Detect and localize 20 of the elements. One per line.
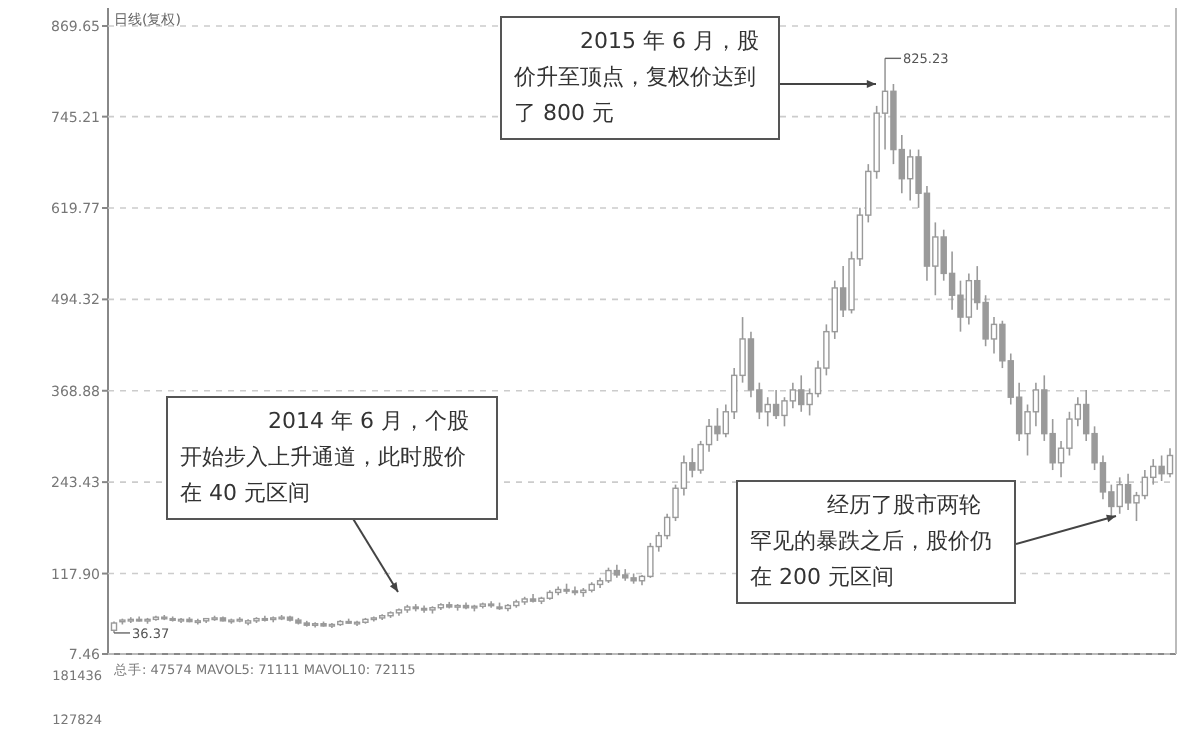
candlestick	[1066, 410, 1073, 457]
candlestick	[1158, 454, 1165, 482]
candlestick	[1141, 469, 1149, 500]
candlestick	[798, 374, 805, 413]
candlestick	[1124, 472, 1132, 511]
annotation: 经历了股市两轮罕见的暴跌之后，股价仍在 200 元区间	[736, 480, 1016, 604]
annotation: 2014 年 6 月，个股开始步入上升通道，此时股价在 40 元区间	[166, 396, 498, 520]
candlestick	[1032, 381, 1040, 428]
candlestick	[957, 279, 964, 333]
candlestick	[965, 272, 973, 326]
candlestick	[772, 389, 780, 420]
candlestick	[1166, 447, 1174, 479]
candlestick	[789, 381, 797, 409]
candlestick	[781, 396, 788, 428]
candlestick	[1116, 476, 1123, 515]
candlestick	[647, 542, 654, 579]
candlestick	[906, 148, 914, 202]
annotation: 2015 年 6 月，股价升至顶点，复权价达到了 800 元	[500, 16, 780, 140]
candlestick	[764, 396, 771, 428]
candlestick	[714, 407, 721, 442]
